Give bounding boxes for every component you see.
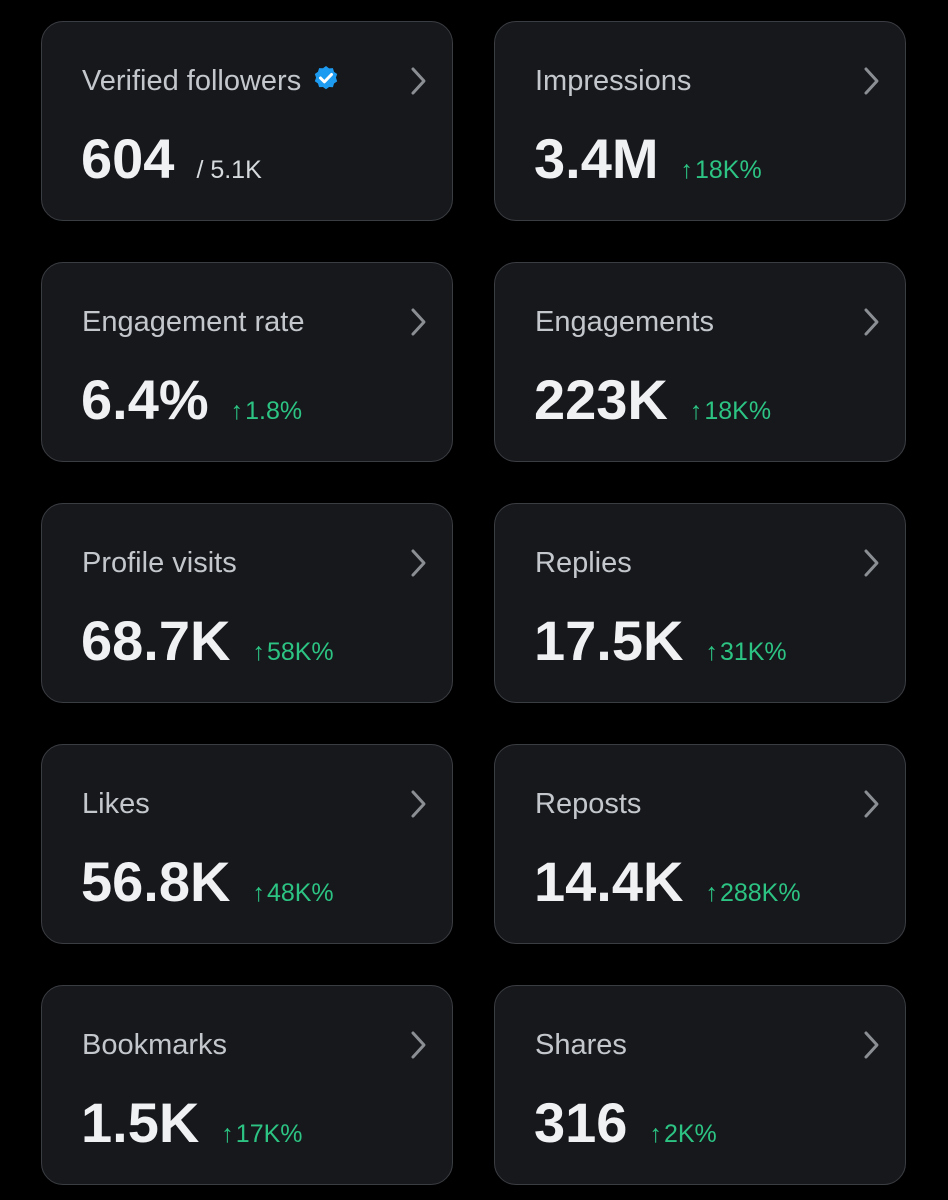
arrow-up-icon: ↑ [680, 156, 694, 184]
verified-badge-icon [315, 66, 338, 90]
metric-delta: ↑31K% [705, 637, 786, 667]
card-label: Engagement rate [82, 306, 305, 338]
metric-value: 223K [534, 368, 668, 431]
metric-value-row: 14.4K ↑288K% [534, 849, 801, 919]
metric-delta: ↑48K% [252, 878, 333, 908]
delta-value: 1.8% [245, 397, 303, 425]
card-engagements[interactable]: Engagements 223K ↑18K% [494, 262, 906, 462]
metric-value-row: 223K ↑18K% [534, 367, 771, 437]
delta-value: 18K% [695, 156, 762, 184]
metric-delta: ↑58K% [252, 637, 333, 667]
chevron-right-icon [864, 790, 879, 818]
chevron-right-icon [864, 67, 879, 95]
metric-delta: ↑1.8% [231, 396, 302, 426]
card-label: Verified followers [82, 65, 302, 97]
arrow-up-icon: ↑ [230, 397, 244, 425]
card-label: Profile visits [82, 547, 237, 579]
card-label: Engagements [535, 306, 714, 338]
metric-value: 68.7K [81, 609, 231, 672]
chevron-right-icon [411, 67, 426, 95]
card-reposts[interactable]: Reposts 14.4K ↑288K% [494, 744, 906, 944]
card-verified-followers[interactable]: Verified followers 604 / 5.1K [41, 21, 453, 221]
card-label: Impressions [535, 65, 692, 97]
arrow-up-icon: ↑ [221, 1120, 234, 1148]
card-engagement-rate[interactable]: Engagement rate 6.4% ↑1.8% [41, 262, 453, 462]
card-label: Likes [82, 788, 150, 820]
card-bookmarks[interactable]: Bookmarks 1.5K ↑17K% [41, 985, 453, 1185]
metric-delta: ↑2K% [649, 1119, 716, 1149]
arrow-up-icon: ↑ [705, 879, 718, 907]
card-profile-visits[interactable]: Profile visits 68.7K ↑58K% [41, 503, 453, 703]
card-replies[interactable]: Replies 17.5K ↑31K% [494, 503, 906, 703]
metric-value: 1.5K [81, 1091, 200, 1154]
arrow-up-icon: ↑ [649, 1120, 662, 1148]
metric-value-row: 604 / 5.1K [81, 126, 262, 196]
delta-value: 2K% [663, 1120, 717, 1148]
metric-value-row: 1.5K ↑17K% [81, 1090, 303, 1160]
metric-value: 604 [81, 127, 175, 190]
metric-value-row: 56.8K ↑48K% [81, 849, 334, 919]
metric-delta: ↑288K% [705, 878, 800, 908]
metric-value-row: 17.5K ↑31K% [534, 608, 787, 678]
chevron-right-icon [411, 549, 426, 577]
delta-value: 31K% [719, 638, 787, 666]
card-impressions[interactable]: Impressions 3.4M ↑18K% [494, 21, 906, 221]
delta-value: 58K% [266, 638, 334, 666]
metric-total: / 5.1K [196, 156, 262, 184]
metric-value: 3.4M [534, 127, 659, 190]
chevron-right-icon [864, 308, 879, 336]
metric-delta: ↑18K% [690, 396, 771, 426]
metric-value: 17.5K [534, 609, 684, 672]
chevron-right-icon [864, 549, 879, 577]
arrow-up-icon: ↑ [689, 397, 703, 425]
metric-value-row: 6.4% ↑1.8% [81, 367, 302, 437]
chevron-right-icon [411, 790, 426, 818]
metric-value-row: 3.4M ↑18K% [534, 126, 762, 196]
chevron-right-icon [411, 308, 426, 336]
metric-value-row: 316 ↑2K% [534, 1090, 717, 1160]
metric-value: 14.4K [534, 850, 684, 913]
metric-value: 6.4% [81, 368, 209, 431]
delta-value: 18K% [704, 397, 772, 425]
card-label-wrap: Verified followers [82, 62, 341, 100]
delta-value: 288K% [719, 879, 801, 907]
metric-delta: ↑17K% [221, 1119, 302, 1149]
metric-value-row: 68.7K ↑58K% [81, 608, 334, 678]
card-label: Shares [535, 1029, 627, 1061]
card-label: Bookmarks [82, 1029, 228, 1061]
metric-value: 56.8K [81, 850, 231, 913]
chevron-right-icon [411, 1031, 426, 1059]
card-likes[interactable]: Likes 56.8K ↑48K% [41, 744, 453, 944]
card-shares[interactable]: Shares 316 ↑2K% [494, 985, 906, 1185]
card-label: Reposts [535, 788, 642, 820]
delta-value: 17K% [235, 1120, 303, 1148]
chevron-right-icon [864, 1031, 879, 1059]
arrow-up-icon: ↑ [252, 638, 265, 666]
delta-value: 48K% [266, 879, 334, 907]
card-label: Replies [535, 547, 632, 579]
metric-delta: ↑18K% [681, 155, 762, 185]
arrow-up-icon: ↑ [705, 638, 718, 666]
arrow-up-icon: ↑ [252, 879, 265, 907]
metric-value: 316 [534, 1091, 628, 1154]
